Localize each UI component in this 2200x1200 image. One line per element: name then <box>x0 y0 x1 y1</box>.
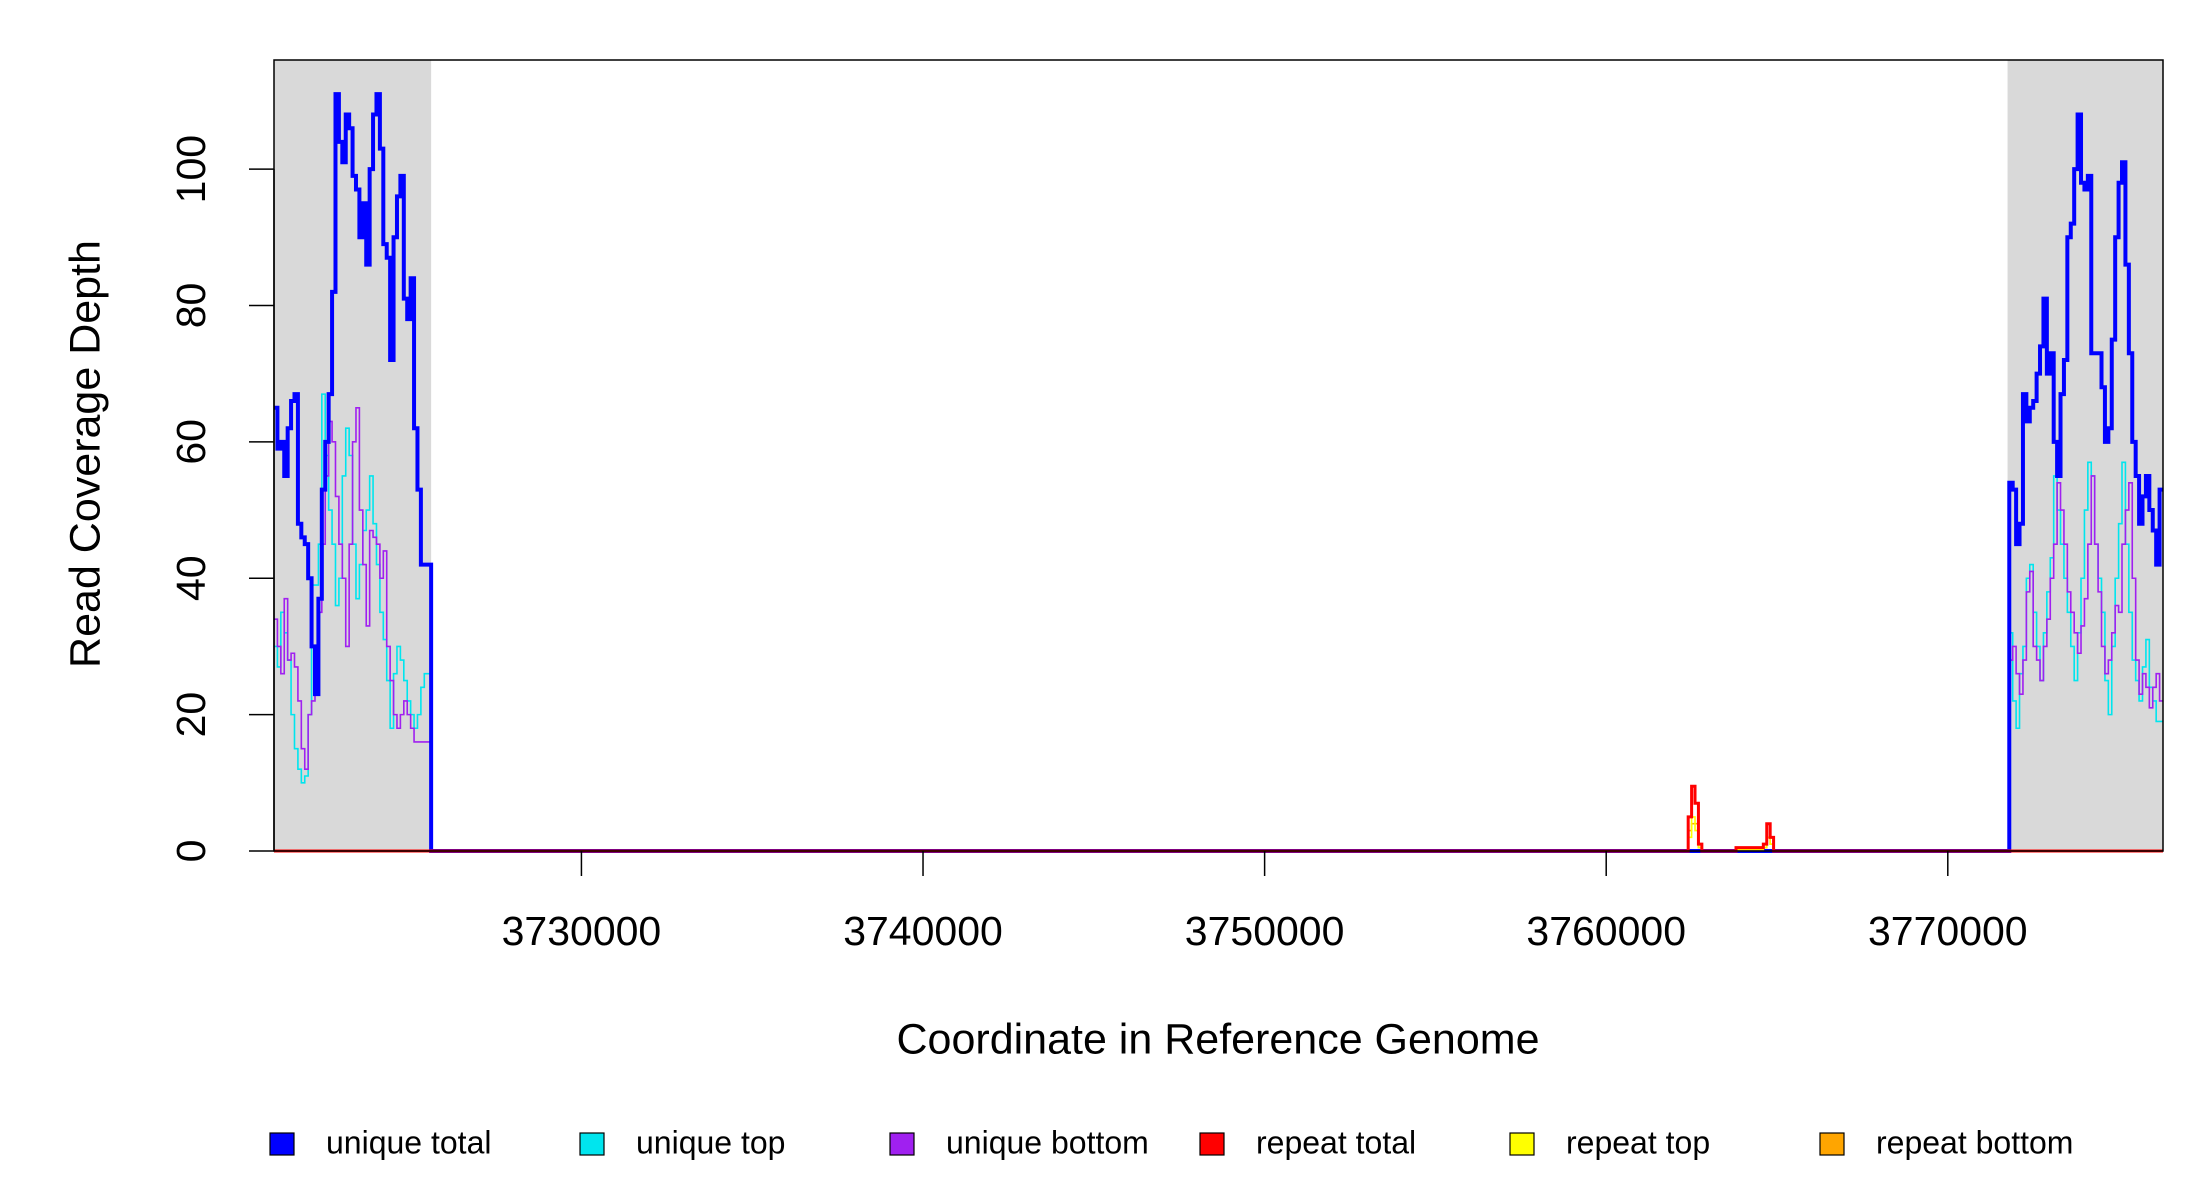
legend-swatch <box>889 1132 915 1156</box>
legend-swatch <box>579 1132 605 1156</box>
coverage-line <box>274 92 2163 853</box>
legend-swatch <box>1819 1132 1845 1156</box>
legend-swatch <box>1509 1132 1535 1156</box>
y-tick-label: 80 <box>168 283 214 329</box>
legend-item: unique top <box>579 1124 785 1160</box>
y-tick-label: 0 <box>168 840 214 863</box>
legend-item: repeat bottom <box>1819 1124 2073 1160</box>
legend-item: unique total <box>269 1124 491 1160</box>
coverage-line <box>274 784 2163 853</box>
x-tick-label: 3730000 <box>502 908 662 954</box>
legend-label: repeat top <box>1566 1124 1710 1160</box>
x-tick-label: 3760000 <box>1526 908 1686 954</box>
y-tick-label: 100 <box>168 135 214 203</box>
legend-item: repeat top <box>1509 1124 1710 1160</box>
plot-frame <box>273 59 2164 852</box>
coverage-line <box>274 816 2163 852</box>
x-tick-label: 3750000 <box>1185 908 1345 954</box>
shaded-region <box>2007 60 2163 851</box>
legend-label: unique top <box>636 1124 785 1160</box>
legend-swatch <box>1199 1132 1225 1156</box>
legend-swatch <box>269 1132 295 1156</box>
y-axis-title: Read Coverage Depth <box>61 240 109 668</box>
x-axis-title: Coordinate in Reference Genome <box>897 1015 1540 1063</box>
coverage-line <box>274 406 2163 852</box>
legend-item: unique bottom <box>889 1124 1149 1160</box>
y-tick-label: 60 <box>168 419 214 465</box>
x-tick-label: 3770000 <box>1868 908 2028 954</box>
legend-item: repeat total <box>1199 1124 1416 1160</box>
coverage-line <box>274 822 2163 852</box>
x-tick-label: 3740000 <box>843 908 1003 954</box>
legend-label: repeat total <box>1256 1124 1416 1160</box>
legend-label: repeat bottom <box>1876 1124 2073 1160</box>
legend-label: unique total <box>326 1124 491 1160</box>
coverage-line <box>274 393 2163 852</box>
legend-label: unique bottom <box>946 1124 1149 1160</box>
y-tick-label: 40 <box>168 555 214 601</box>
y-tick-label: 20 <box>168 692 214 738</box>
